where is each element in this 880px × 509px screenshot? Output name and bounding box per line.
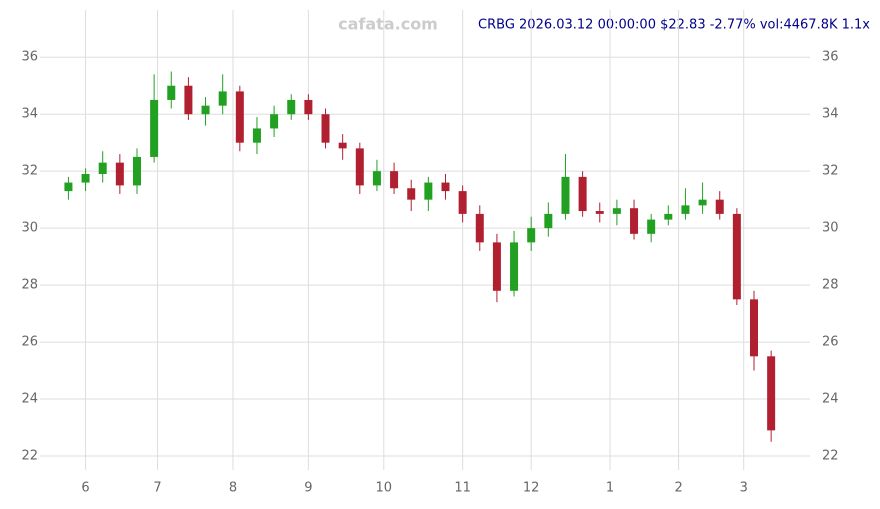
candle-body <box>527 228 536 243</box>
y-tick-label: 22 <box>21 449 38 464</box>
candle-body <box>355 148 364 186</box>
candle-body <box>235 91 244 143</box>
y-tick-label-right: 30 <box>822 221 839 236</box>
y-tick-label: 28 <box>21 278 38 293</box>
candle-body <box>115 162 124 186</box>
y-tick-label: 32 <box>21 164 38 179</box>
candle-body <box>647 219 656 234</box>
candle-body <box>595 211 604 214</box>
y-tick-label-right: 22 <box>822 449 839 464</box>
candle-body <box>561 176 570 214</box>
x-tick-label: 12 <box>523 481 540 496</box>
candle-body <box>510 242 519 291</box>
x-tick-label: 3 <box>740 481 748 496</box>
candle-body <box>64 182 73 192</box>
y-tick-label-right: 34 <box>822 107 839 122</box>
candle-body <box>664 213 673 220</box>
candle-body <box>458 191 467 214</box>
candle-body <box>544 213 553 229</box>
x-tick-label: 8 <box>229 481 237 496</box>
candle-body <box>201 105 210 115</box>
candle-body <box>252 128 261 143</box>
y-tick-label: 26 <box>21 335 38 350</box>
candle-body <box>81 174 90 183</box>
candle-body <box>767 356 776 431</box>
x-tick-label: 7 <box>153 481 161 496</box>
candle-body <box>167 85 176 100</box>
candle-body <box>390 171 399 189</box>
y-tick-label-right: 26 <box>822 335 839 350</box>
y-tick-label: 30 <box>21 221 38 236</box>
candle-body <box>270 114 279 129</box>
x-tick-label: 9 <box>304 481 312 496</box>
candle-body <box>715 199 724 214</box>
candle-body <box>578 176 587 212</box>
candle-body <box>612 208 621 214</box>
watermark: cafata.com <box>338 15 438 34</box>
candle-body <box>750 299 759 357</box>
y-tick-label-right: 32 <box>822 164 839 179</box>
x-tick-label: 2 <box>674 481 682 496</box>
candle-body <box>338 142 347 149</box>
x-tick-label: 10 <box>376 481 393 496</box>
candle-body <box>287 99 296 115</box>
candle-body <box>150 99 159 157</box>
y-tick-label-right: 28 <box>822 278 839 293</box>
candle-body <box>475 213 484 243</box>
candle-body <box>321 114 330 143</box>
candle-body <box>698 199 707 206</box>
candle-body <box>184 85 193 115</box>
x-tick-label: 11 <box>454 481 471 496</box>
y-tick-label-right: 24 <box>822 392 839 407</box>
x-tick-label: 6 <box>81 481 89 496</box>
candle-body <box>372 171 381 186</box>
candle-body <box>630 208 639 234</box>
candle-body <box>218 91 227 106</box>
candle-body <box>132 156 141 186</box>
candle-body <box>681 205 690 214</box>
candle-body <box>732 213 741 300</box>
candle-body <box>98 162 107 175</box>
candle-body <box>424 182 433 200</box>
candle-body <box>407 188 416 200</box>
y-tick-label: 34 <box>21 107 38 122</box>
candle-body <box>304 99 313 115</box>
candle-body <box>441 182 450 192</box>
candle-body <box>492 242 501 291</box>
x-tick-label: 1 <box>606 481 614 496</box>
y-tick-label-right: 36 <box>822 50 839 65</box>
y-tick-label: 24 <box>21 392 38 407</box>
chart-title: CRBG 2026.03.12 00:00:00 $22.83 -2.77% v… <box>478 18 870 33</box>
y-tick-label: 36 <box>21 50 38 65</box>
